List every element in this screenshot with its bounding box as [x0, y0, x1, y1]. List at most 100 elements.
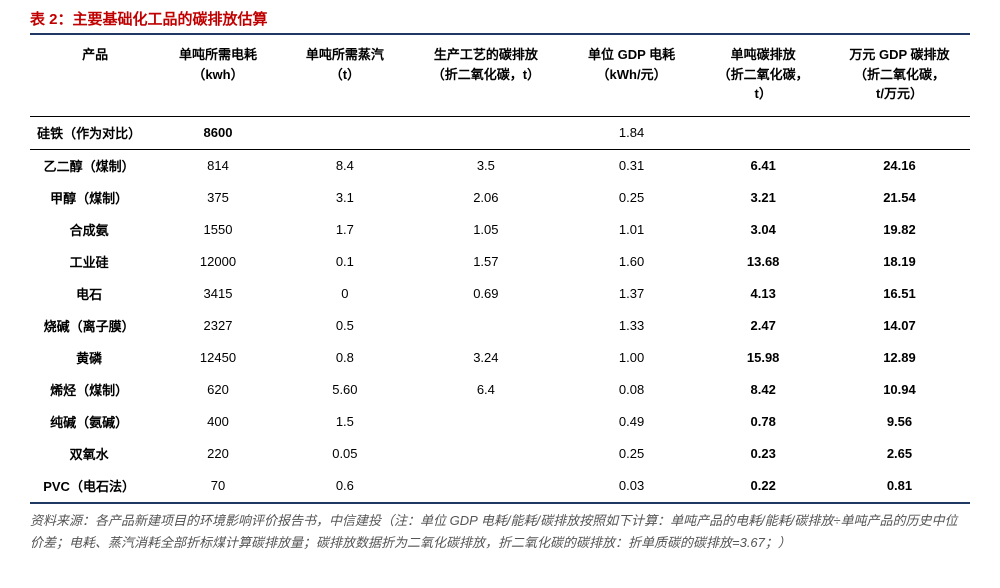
table-cell: 16.51 — [829, 278, 970, 310]
table-cell — [829, 116, 970, 149]
table-cell: 0.25 — [566, 182, 698, 214]
table-cell: 1.05 — [406, 214, 566, 246]
column-header-1: 单吨所需电耗（kwh） — [152, 35, 284, 116]
table-cell: 甲醇（煤制） — [30, 182, 152, 214]
table-cell: 70 — [152, 470, 284, 503]
source-note: 资料来源：各产品新建项目的环境影响评价报告书，中信建投（注：单位 GDP 电耗/… — [30, 504, 970, 554]
table-cell: 烯烃（煤制） — [30, 374, 152, 406]
table-cell: 0.1 — [284, 246, 406, 278]
table-cell: 8.42 — [697, 374, 829, 406]
table-cell: 3415 — [152, 278, 284, 310]
table-row: 黄磷124500.83.241.0015.9812.89 — [30, 342, 970, 374]
table-cell: 375 — [152, 182, 284, 214]
table-cell: 2.65 — [829, 438, 970, 470]
table-cell — [406, 438, 566, 470]
table-cell: 0.78 — [697, 406, 829, 438]
table-cell: 双氧水 — [30, 438, 152, 470]
table-cell: 1.84 — [566, 116, 698, 149]
table-cell — [697, 116, 829, 149]
table-cell: 0.22 — [697, 470, 829, 503]
column-header-3: 生产工艺的碳排放（折二氧化碳，t） — [406, 35, 566, 116]
table-cell: 3.1 — [284, 182, 406, 214]
table-cell: 1.60 — [566, 246, 698, 278]
table-cell: 合成氨 — [30, 214, 152, 246]
column-header-2: 单吨所需蒸汽（t） — [284, 35, 406, 116]
table-cell: 1.33 — [566, 310, 698, 342]
table-cell: 6.41 — [697, 149, 829, 182]
table-cell: 8.4 — [284, 149, 406, 182]
table-cell: 0.49 — [566, 406, 698, 438]
table-cell: 0.05 — [284, 438, 406, 470]
table-cell: 9.56 — [829, 406, 970, 438]
table-row: 硅铁（作为对比）86001.84 — [30, 116, 970, 149]
table-cell: 0.8 — [284, 342, 406, 374]
carbon-emission-table: 产品单吨所需电耗（kwh）单吨所需蒸汽（t）生产工艺的碳排放（折二氧化碳，t）单… — [30, 35, 970, 504]
table-cell: 1.37 — [566, 278, 698, 310]
table-cell: 13.68 — [697, 246, 829, 278]
table-cell: 烧碱（离子膜） — [30, 310, 152, 342]
column-header-6: 万元 GDP 碳排放（折二氧化碳，t/万元） — [829, 35, 970, 116]
table-cell: 黄磷 — [30, 342, 152, 374]
table-cell: 电石 — [30, 278, 152, 310]
table-header: 产品单吨所需电耗（kwh）单吨所需蒸汽（t）生产工艺的碳排放（折二氧化碳，t）单… — [30, 35, 970, 116]
table-cell: 15.98 — [697, 342, 829, 374]
table-cell: 纯碱（氨碱） — [30, 406, 152, 438]
column-header-5: 单吨碳排放（折二氧化碳，t） — [697, 35, 829, 116]
table-cell: 4.13 — [697, 278, 829, 310]
table-cell: 2327 — [152, 310, 284, 342]
column-header-0: 产品 — [30, 35, 152, 116]
table-cell: 2.06 — [406, 182, 566, 214]
table-cell: 8600 — [152, 116, 284, 149]
table-cell — [406, 310, 566, 342]
column-header-4: 单位 GDP 电耗（kWh/元） — [566, 35, 698, 116]
table-cell: 1.7 — [284, 214, 406, 246]
table-cell: 400 — [152, 406, 284, 438]
table-cell: 19.82 — [829, 214, 970, 246]
table-cell: 3.5 — [406, 149, 566, 182]
table-cell — [406, 470, 566, 503]
table-cell: 3.21 — [697, 182, 829, 214]
table-cell: 12000 — [152, 246, 284, 278]
table-cell: 2.47 — [697, 310, 829, 342]
table-row: 烧碱（离子膜）23270.51.332.4714.07 — [30, 310, 970, 342]
table-cell: 1.5 — [284, 406, 406, 438]
table-cell: 0.03 — [566, 470, 698, 503]
table-cell: 620 — [152, 374, 284, 406]
table-row: 合成氨15501.71.051.013.0419.82 — [30, 214, 970, 246]
table-body: 硅铁（作为对比）86001.84乙二醇（煤制）8148.43.50.316.41… — [30, 116, 970, 503]
table-cell: 12450 — [152, 342, 284, 374]
table-cell: 0.23 — [697, 438, 829, 470]
table-cell: 0 — [284, 278, 406, 310]
table-cell: 18.19 — [829, 246, 970, 278]
table-cell: 0.31 — [566, 149, 698, 182]
table-cell: 3.24 — [406, 342, 566, 374]
table-cell: 1.57 — [406, 246, 566, 278]
table-cell: 1.00 — [566, 342, 698, 374]
table-row: 乙二醇（煤制）8148.43.50.316.4124.16 — [30, 149, 970, 182]
table-cell: 1550 — [152, 214, 284, 246]
table-cell: 6.4 — [406, 374, 566, 406]
table-row: 电石341500.691.374.1316.51 — [30, 278, 970, 310]
table-cell: 工业硅 — [30, 246, 152, 278]
table-row: PVC（电石法）700.60.030.220.81 — [30, 470, 970, 503]
table-cell: 0.5 — [284, 310, 406, 342]
table-row: 烯烃（煤制）6205.606.40.088.4210.94 — [30, 374, 970, 406]
table-cell: 3.04 — [697, 214, 829, 246]
table-row: 甲醇（煤制）3753.12.060.253.2121.54 — [30, 182, 970, 214]
table-cell: 10.94 — [829, 374, 970, 406]
table-cell: 乙二醇（煤制） — [30, 149, 152, 182]
table-row: 工业硅120000.11.571.6013.6818.19 — [30, 246, 970, 278]
table-cell: 12.89 — [829, 342, 970, 374]
table-cell: 0.6 — [284, 470, 406, 503]
table-cell: 220 — [152, 438, 284, 470]
table-title: 表 2：主要基础化工品的碳排放估算 — [30, 8, 970, 35]
table-cell: 0.08 — [566, 374, 698, 406]
table-row: 双氧水2200.05 0.250.232.65 — [30, 438, 970, 470]
table-cell: 1.01 — [566, 214, 698, 246]
table-cell: 0.69 — [406, 278, 566, 310]
table-cell: PVC（电石法） — [30, 470, 152, 503]
table-cell: 5.60 — [284, 374, 406, 406]
table-cell: 21.54 — [829, 182, 970, 214]
table-cell: 0.25 — [566, 438, 698, 470]
table-cell — [284, 116, 406, 149]
